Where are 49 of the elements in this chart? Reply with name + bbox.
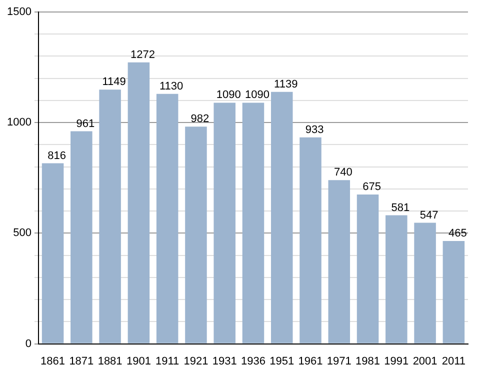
bar — [214, 102, 236, 344]
data-label: 547 — [420, 209, 438, 222]
bar — [42, 163, 64, 344]
x-tick-label: 2001 — [412, 355, 438, 368]
data-label: 675 — [362, 181, 381, 194]
data-label: 465 — [448, 227, 467, 240]
x-tick-label: 1931 — [212, 355, 237, 368]
data-label: 1139 — [274, 78, 298, 90]
x-tick-label: 1871 — [69, 355, 94, 368]
bar — [414, 222, 436, 344]
data-label: 1149 — [102, 76, 126, 88]
data-label: 1090 — [216, 89, 241, 102]
x-tick-label: 1921 — [184, 355, 208, 368]
data-label: 740 — [334, 166, 352, 179]
x-tick-label: 1861 — [40, 355, 66, 368]
data-label: 816 — [48, 150, 66, 162]
x-tick-label: 1951 — [270, 355, 294, 368]
data-label: 982 — [190, 113, 210, 126]
x-tick-label: 1911 — [156, 355, 180, 368]
data-label: 1272 — [130, 48, 155, 61]
bar — [99, 90, 121, 344]
y-tick-label: 0 — [25, 338, 32, 350]
data-label: 581 — [391, 202, 410, 214]
bar — [242, 102, 264, 344]
bar — [185, 126, 207, 344]
bar — [300, 137, 322, 344]
bar — [156, 94, 178, 344]
bar — [386, 215, 408, 344]
bar — [128, 62, 150, 344]
bar — [442, 240, 465, 344]
x-tick-label: 1961 — [298, 355, 323, 368]
x-tick-label: 1901 — [126, 355, 151, 368]
x-tick-label: 1991 — [384, 355, 409, 368]
bar — [356, 194, 379, 344]
data-label: 1130 — [160, 80, 184, 92]
x-tick-label: 1981 — [356, 355, 380, 368]
y-tick-label: 1000 — [6, 116, 32, 129]
bar — [328, 180, 350, 344]
data-label: 961 — [76, 118, 95, 130]
x-tick-label: 1971 — [326, 355, 352, 368]
y-tick-label: 1500 — [6, 6, 32, 18]
x-tick-label: 1881 — [98, 355, 122, 368]
y-tick-label: 500 — [13, 227, 32, 240]
bar — [70, 131, 92, 344]
data-label: 1090 — [244, 89, 270, 102]
data-label: 933 — [305, 124, 324, 136]
x-tick-label: 1936 — [240, 355, 266, 368]
x-tick-label: 2011 — [442, 355, 466, 368]
bar — [270, 92, 293, 344]
